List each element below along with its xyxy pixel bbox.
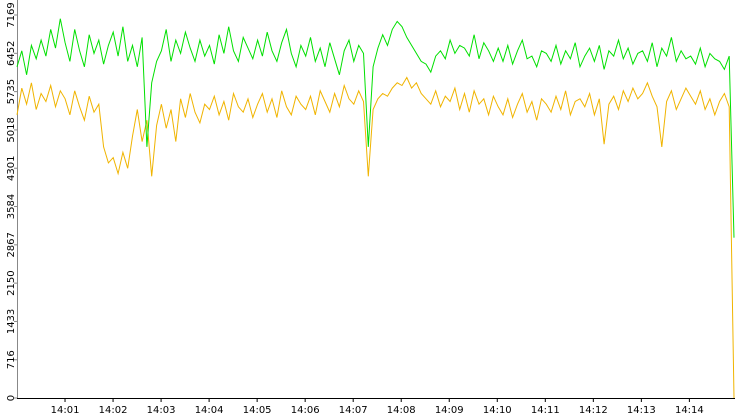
series-line bbox=[16, 76, 735, 399]
y-tick-label: 716 bbox=[6, 350, 17, 369]
y-tick-label: 2150 bbox=[6, 270, 17, 295]
x-tick-label: 14:08 bbox=[387, 405, 416, 415]
y-tick-label: 6452 bbox=[6, 41, 17, 66]
x-tick-label: 14:03 bbox=[147, 405, 176, 415]
x-tick-label: 14:12 bbox=[579, 405, 608, 415]
y-tick-label: 7169 bbox=[6, 2, 17, 27]
x-tick-label: 14:07 bbox=[339, 405, 368, 415]
y-tick-label: 3584 bbox=[6, 194, 17, 219]
y-tick-label: 4301 bbox=[6, 156, 17, 181]
x-tick-label: 14:04 bbox=[195, 405, 224, 415]
x-tick-label: 14:13 bbox=[627, 405, 656, 415]
y-tick-label: 5018 bbox=[6, 117, 17, 142]
y-tick-label: 5735 bbox=[6, 79, 17, 104]
x-tick-label: 14:06 bbox=[291, 405, 320, 415]
x-tick-label: 14:05 bbox=[243, 405, 272, 415]
x-tick-label: 14:02 bbox=[99, 405, 128, 415]
y-tick-label: 0 bbox=[6, 395, 17, 401]
x-tick-label: 14:10 bbox=[483, 405, 512, 415]
series-line bbox=[16, 18, 735, 238]
x-tick-label: 14:01 bbox=[51, 405, 80, 415]
x-tick-label: 14:14 bbox=[675, 405, 704, 415]
x-tick-label: 14:09 bbox=[435, 405, 464, 415]
y-tick-label: 1433 bbox=[6, 309, 17, 334]
x-tick-label: 14:11 bbox=[531, 405, 560, 415]
y-tick-label: 2867 bbox=[6, 232, 17, 257]
